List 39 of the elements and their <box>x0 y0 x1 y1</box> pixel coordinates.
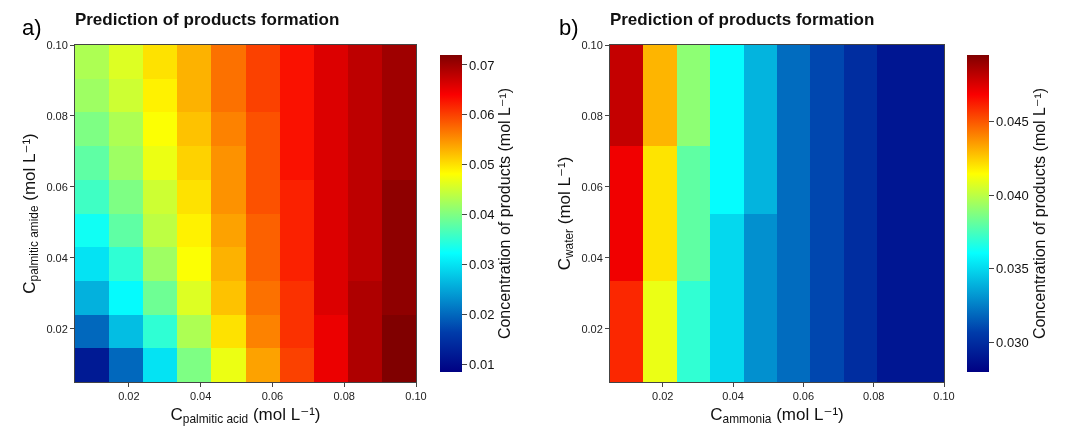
y-tick-label: 0.04 <box>581 251 603 264</box>
color-bar-label: 0.05 <box>469 157 495 173</box>
x-tick-label: 0.10 <box>405 390 427 403</box>
color-bar-label: 0.07 <box>469 57 495 73</box>
color-bar-title: Concentration of products (mol L⁻¹) <box>496 87 514 340</box>
y-tick-label: 0.06 <box>581 180 603 193</box>
x-tick-label: 0.02 <box>118 390 140 403</box>
chart-title: Prediction of products formation <box>609 10 875 30</box>
color-bar-label: 0.040 <box>996 187 1029 203</box>
color-bar-label: 0.03 <box>469 257 495 273</box>
x-tick-label: 0.04 <box>189 390 212 403</box>
color-bar-label: 0.030 <box>996 335 1029 351</box>
color-bar-label: 0.02 <box>469 307 495 323</box>
text: a) <box>22 15 42 40</box>
x-tick-label: 0.02 <box>652 390 674 403</box>
x-tick-label: 0.08 <box>333 390 355 403</box>
y-tick-label: 0.04 <box>46 251 68 264</box>
color-bar-label: 0.06 <box>469 107 495 123</box>
y-tick-label: 0.06 <box>46 180 68 193</box>
y-tick-label: 0.10 <box>46 38 68 51</box>
x-tick-label: 0.06 <box>261 390 284 403</box>
color-bar-label: 0.045 <box>996 113 1029 129</box>
x-tick-label: 0.08 <box>862 390 885 403</box>
x-tick-label: 0.04 <box>722 390 744 403</box>
color-bar-label: 0.035 <box>996 261 1029 277</box>
chart-title: Prediction of products formation <box>74 10 340 30</box>
y-tick-label: 0.02 <box>581 322 603 335</box>
color-bar-label: 0.04 <box>469 207 495 223</box>
y-tick-label: 0.08 <box>46 109 68 122</box>
color-bar-label: 0.01 <box>469 357 495 373</box>
x-axis-title: C$_{ammonia}$ (mol L⁻¹) <box>710 404 844 427</box>
text: b) <box>559 15 579 40</box>
x-tick-label: 0.10 <box>933 390 955 403</box>
y-tick-label: 0.08 <box>581 109 603 122</box>
y-tick-label: 0.10 <box>581 38 603 51</box>
x-tick-label: 0.06 <box>792 390 815 403</box>
y-tick-label: 0.02 <box>46 322 68 335</box>
x-axis-title: C$_{palmitic acid}$ (mol L⁻¹) <box>170 404 321 427</box>
color-bar-title: Concentration of products (mol L⁻¹) <box>1030 87 1048 340</box>
